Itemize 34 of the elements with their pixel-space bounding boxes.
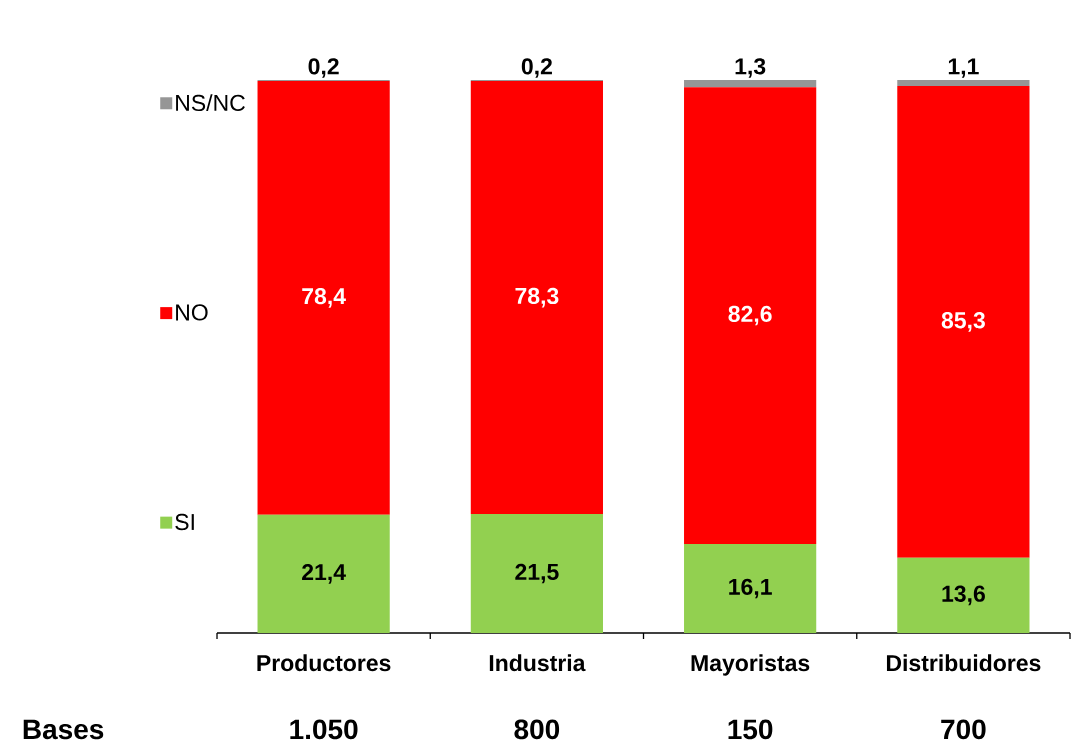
bar bbox=[470, 81, 603, 515]
bar bbox=[470, 514, 603, 633]
data-label: 21,5 bbox=[515, 563, 559, 584]
bar bbox=[897, 557, 1030, 633]
bar bbox=[684, 79, 817, 88]
bar bbox=[684, 87, 817, 544]
text: 800 bbox=[514, 719, 560, 740]
data-label: 85,3 bbox=[941, 312, 985, 332]
text: Bases bbox=[23, 719, 104, 740]
bar bbox=[897, 79, 1030, 87]
bar bbox=[897, 86, 1030, 558]
legend-label: SI bbox=[175, 513, 194, 531]
data-label: 16,1 bbox=[729, 578, 772, 599]
data-label: 13,6 bbox=[942, 585, 985, 606]
data-label: 82,6 bbox=[728, 305, 772, 326]
legend-label: NO bbox=[176, 304, 208, 321]
x-tick-label: Mayoristas bbox=[691, 654, 810, 676]
data-label: 78,4 bbox=[302, 288, 346, 308]
text: 1.050 bbox=[290, 719, 358, 740]
data-label: 0,2 bbox=[308, 58, 339, 78]
bar bbox=[257, 81, 390, 515]
bar bbox=[684, 543, 817, 633]
text: 150 bbox=[728, 719, 773, 740]
text: 700 bbox=[941, 719, 986, 740]
data-label: 1,3 bbox=[735, 58, 766, 78]
x-tick-label: Distribuidores bbox=[886, 654, 1041, 672]
data-label: 78,3 bbox=[515, 287, 559, 308]
data-label: 1,1 bbox=[948, 58, 979, 78]
data-label: 21,4 bbox=[302, 564, 346, 584]
data-label: 0,2 bbox=[521, 58, 552, 78]
bar bbox=[257, 514, 390, 633]
x-tick-label: Industria bbox=[489, 654, 586, 672]
x-tick-label: Productores bbox=[257, 654, 391, 672]
legend-label: NS/NC bbox=[176, 94, 245, 112]
